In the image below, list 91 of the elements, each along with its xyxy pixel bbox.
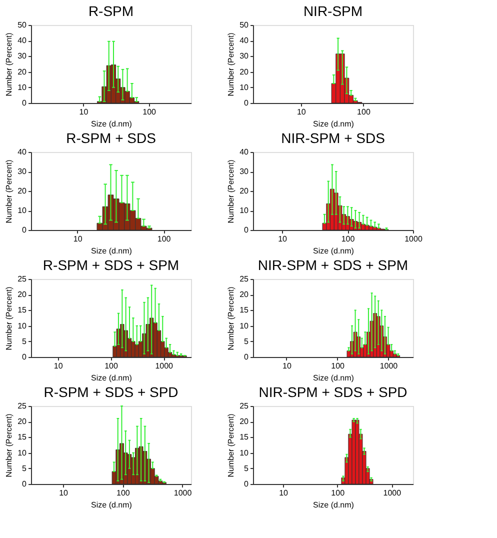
y-tick-label: 5 [22, 464, 28, 473]
x-tick-label: 10 [79, 108, 89, 116]
x-tick-label: 1000 [155, 362, 174, 370]
x-axis-title: Size (d.nm) [313, 246, 354, 256]
chart-title: NIR-SPM + SDS + SPD [258, 384, 408, 400]
y-tick-label: 50 [240, 20, 250, 30]
x-axis-title: Size (d.nm) [313, 374, 354, 382]
x-tick-label: 100 [116, 488, 130, 498]
y-tick-label: 10 [18, 206, 28, 215]
chart-title: R-SPM + SDS [66, 130, 156, 146]
y-tick-label: 5 [244, 464, 250, 473]
y-tick-label: 0 [22, 480, 28, 488]
y-tick-label: 30 [240, 167, 250, 176]
x-tick-label: 10 [278, 234, 288, 244]
chart-title: R-SPM + SDS + SPD [44, 384, 178, 400]
x-tick-label: 10 [73, 234, 83, 244]
chart-title: NIR-SPM [303, 3, 363, 19]
x-tick-label: 100 [341, 234, 356, 244]
x-axis-title: Size (d.nm) [91, 246, 132, 256]
y-tick-label: 20 [18, 290, 28, 300]
y-tick-label: 10 [240, 82, 250, 92]
y-tick-label: 10 [18, 82, 28, 92]
y-tick-label: 20 [18, 417, 28, 426]
y-tick-label: 15 [18, 432, 28, 442]
y-tick-label: 40 [240, 36, 250, 46]
y-tick-label: 5 [22, 336, 28, 346]
x-tick-label: 1000 [383, 488, 402, 498]
y-tick-label: 10 [18, 321, 28, 330]
y-tick-label: 15 [18, 306, 28, 315]
y-axis-title: Number (Percent) [226, 286, 236, 350]
y-tick-label: 20 [240, 67, 250, 76]
x-tick-label: 1000 [174, 488, 192, 498]
y-tick-label: 0 [22, 98, 28, 108]
y-tick-label: 25 [18, 274, 28, 284]
y-tick-label: 10 [240, 206, 250, 215]
y-tick-label: 25 [240, 402, 250, 410]
y-axis-title: Number (Percent) [4, 159, 14, 224]
y-axis-title: Number (Percent) [4, 286, 14, 350]
y-tick-label: 0 [244, 352, 250, 362]
x-tick-label: 10 [279, 488, 289, 498]
y-axis-title: Number (Percent) [4, 413, 14, 478]
x-axis-title: Size (d.nm) [313, 500, 354, 510]
x-tick-label: 100 [157, 234, 172, 244]
y-tick-label: 20 [18, 186, 28, 196]
chart-title: R-SPM [88, 3, 134, 19]
y-tick-label: 10 [240, 448, 250, 458]
y-tick-label: 50 [18, 20, 28, 30]
chart-title: NIR-SPM + SDS [281, 130, 385, 146]
y-tick-label: 40 [240, 148, 250, 156]
x-tick-label: 100 [331, 488, 346, 498]
y-tick-label: 20 [240, 290, 250, 300]
y-tick-label: 40 [18, 148, 28, 156]
x-tick-label: 10 [59, 488, 69, 498]
y-tick-label: 20 [18, 67, 28, 76]
y-tick-label: 25 [240, 274, 250, 284]
y-tick-label: 10 [240, 321, 250, 330]
x-tick-label: 10 [282, 362, 292, 370]
y-tick-label: 5 [244, 336, 250, 346]
y-tick-label: 10 [18, 448, 28, 458]
x-axis-title: Size (d.nm) [91, 120, 132, 128]
y-axis-title: Number (Percent) [226, 32, 236, 96]
y-axis-title: Number (Percent) [226, 159, 236, 224]
x-axis-title: Size (d.nm) [91, 500, 132, 510]
y-tick-label: 30 [18, 52, 28, 61]
y-tick-label: 25 [18, 402, 28, 410]
y-tick-label: 0 [22, 352, 28, 362]
y-tick-label: 20 [240, 186, 250, 196]
x-tick-label: 100 [104, 362, 118, 370]
y-tick-label: 30 [240, 52, 250, 61]
x-axis-title: Size (d.nm) [91, 374, 132, 382]
y-axis-title: Number (Percent) [226, 413, 236, 478]
y-tick-label: 40 [18, 36, 28, 46]
chart-title: R-SPM + SDS + SPM [42, 257, 180, 273]
y-tick-label: 0 [244, 98, 250, 108]
y-tick-label: 0 [22, 226, 28, 234]
x-tick-label: 10 [296, 108, 306, 116]
chart-title: NIR-SPM + SDS + SPM [258, 257, 408, 273]
x-tick-label: 100 [357, 108, 371, 116]
y-tick-label: 15 [240, 432, 250, 442]
x-tick-label: 100 [142, 108, 157, 116]
x-axis-title: Size (d.nm) [313, 120, 354, 128]
y-axis-title: Number (Percent) [4, 32, 14, 96]
y-tick-label: 30 [18, 167, 28, 176]
x-tick-label: 1000 [404, 234, 423, 244]
x-tick-label: 1000 [380, 362, 398, 370]
x-tick-label: 10 [54, 362, 64, 370]
y-tick-label: 0 [244, 480, 250, 488]
y-tick-label: 20 [240, 417, 250, 426]
y-tick-label: 15 [240, 306, 250, 315]
y-tick-label: 0 [244, 226, 250, 234]
x-tick-label: 100 [331, 362, 346, 370]
